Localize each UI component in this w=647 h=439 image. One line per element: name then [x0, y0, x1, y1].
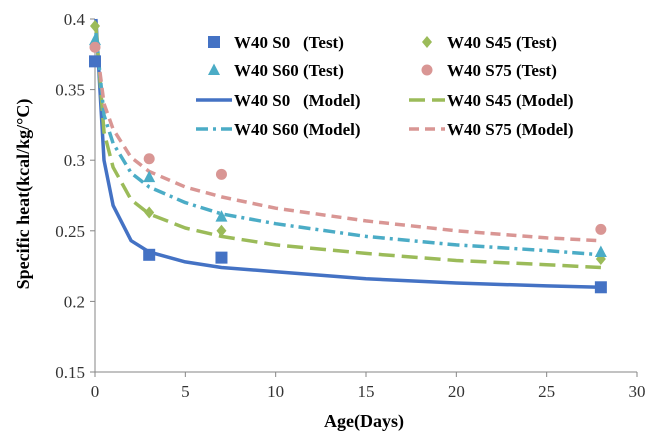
x-tick-label: 10	[267, 382, 284, 401]
test-point-circle	[215, 168, 227, 180]
model-curve-6	[94, 32, 602, 257]
test-point-diamond	[90, 20, 100, 33]
legend-label: W40 S0 (Test)	[234, 33, 344, 52]
test-point-triangle	[89, 33, 101, 46]
legend-label: W40 S60 (Model)	[234, 120, 361, 139]
legend: W40 S0 (Test) W40 S45 (Test) W40 S60 (Test…	[196, 33, 574, 139]
legend-entry: W40 S0 (Model)	[196, 91, 361, 110]
test-point-circle	[89, 41, 101, 53]
y-tick-label: 0.2	[64, 292, 85, 311]
legend-entry: W40 S60 (Test)	[208, 61, 344, 80]
test-point-square	[215, 251, 228, 264]
test-point-square	[143, 248, 156, 261]
legend-label: W40 S60 (Test)	[234, 61, 344, 80]
legend-label: W40 S75 (Model)	[447, 120, 574, 139]
test-point-circle	[143, 153, 155, 165]
x-axis-title: Age(Days)	[324, 411, 404, 432]
test-point-diamond	[216, 224, 227, 237]
legend-entry: W40 S45 (Model)	[409, 91, 574, 110]
legend-entry: W40 S75 (Test)	[421, 61, 557, 80]
legend-entry: W40 S60 (Model)	[196, 120, 361, 139]
test-markers	[89, 20, 607, 294]
y-tick-label: 0.15	[55, 363, 85, 382]
test-point-triangle	[594, 245, 607, 257]
legend-marker-square	[208, 36, 220, 48]
legend-label: W40 S45 (Test)	[447, 33, 557, 52]
y-axis-title: Specific heat(kcal/kg/°C)	[13, 99, 34, 290]
test-point-square	[594, 281, 607, 294]
test-point-square	[89, 55, 101, 68]
model-curve-7	[94, 39, 601, 243]
legend-entry: W40 S0 (Test)	[208, 33, 344, 52]
model-curve-5	[94, 25, 601, 270]
x-tick-label: 0	[91, 382, 100, 401]
test-point-triangle	[143, 170, 156, 183]
x-tick-label: 30	[629, 382, 646, 401]
legend-label: W40 S45 (Model)	[447, 91, 574, 110]
model-curve-4	[94, 18, 601, 290]
tick-labels: 0.15 0.2 0.25 0.3 0.35 0.4 0 5 10 15 20 25 30	[55, 10, 645, 401]
x-tick-label: 5	[181, 382, 190, 401]
legend-marker-triangle	[208, 63, 220, 75]
test-point-circle	[595, 223, 607, 235]
x-tick-label: 15	[358, 382, 375, 401]
legend-label: W40 S0 (Model)	[234, 91, 361, 110]
y-tick-label: 0.25	[55, 222, 85, 241]
test-point-diamond	[144, 206, 155, 219]
test-point-triangle	[215, 210, 228, 222]
y-tick-label: 0.35	[55, 81, 85, 100]
legend-label: W40 S75 (Test)	[447, 61, 557, 80]
axes	[90, 18, 638, 377]
x-tick-label: 20	[448, 382, 465, 401]
y-tick-label: 0.3	[64, 151, 85, 170]
legend-marker-circle	[421, 64, 433, 76]
model-curves	[94, 18, 602, 290]
legend-entry: W40 S45 (Test)	[422, 33, 557, 52]
y-tick-label: 0.4	[64, 10, 86, 29]
legend-marker-diamond	[422, 36, 432, 48]
x-tick-label: 25	[538, 382, 555, 401]
legend-entry: W40 S75 (Model)	[409, 120, 574, 139]
